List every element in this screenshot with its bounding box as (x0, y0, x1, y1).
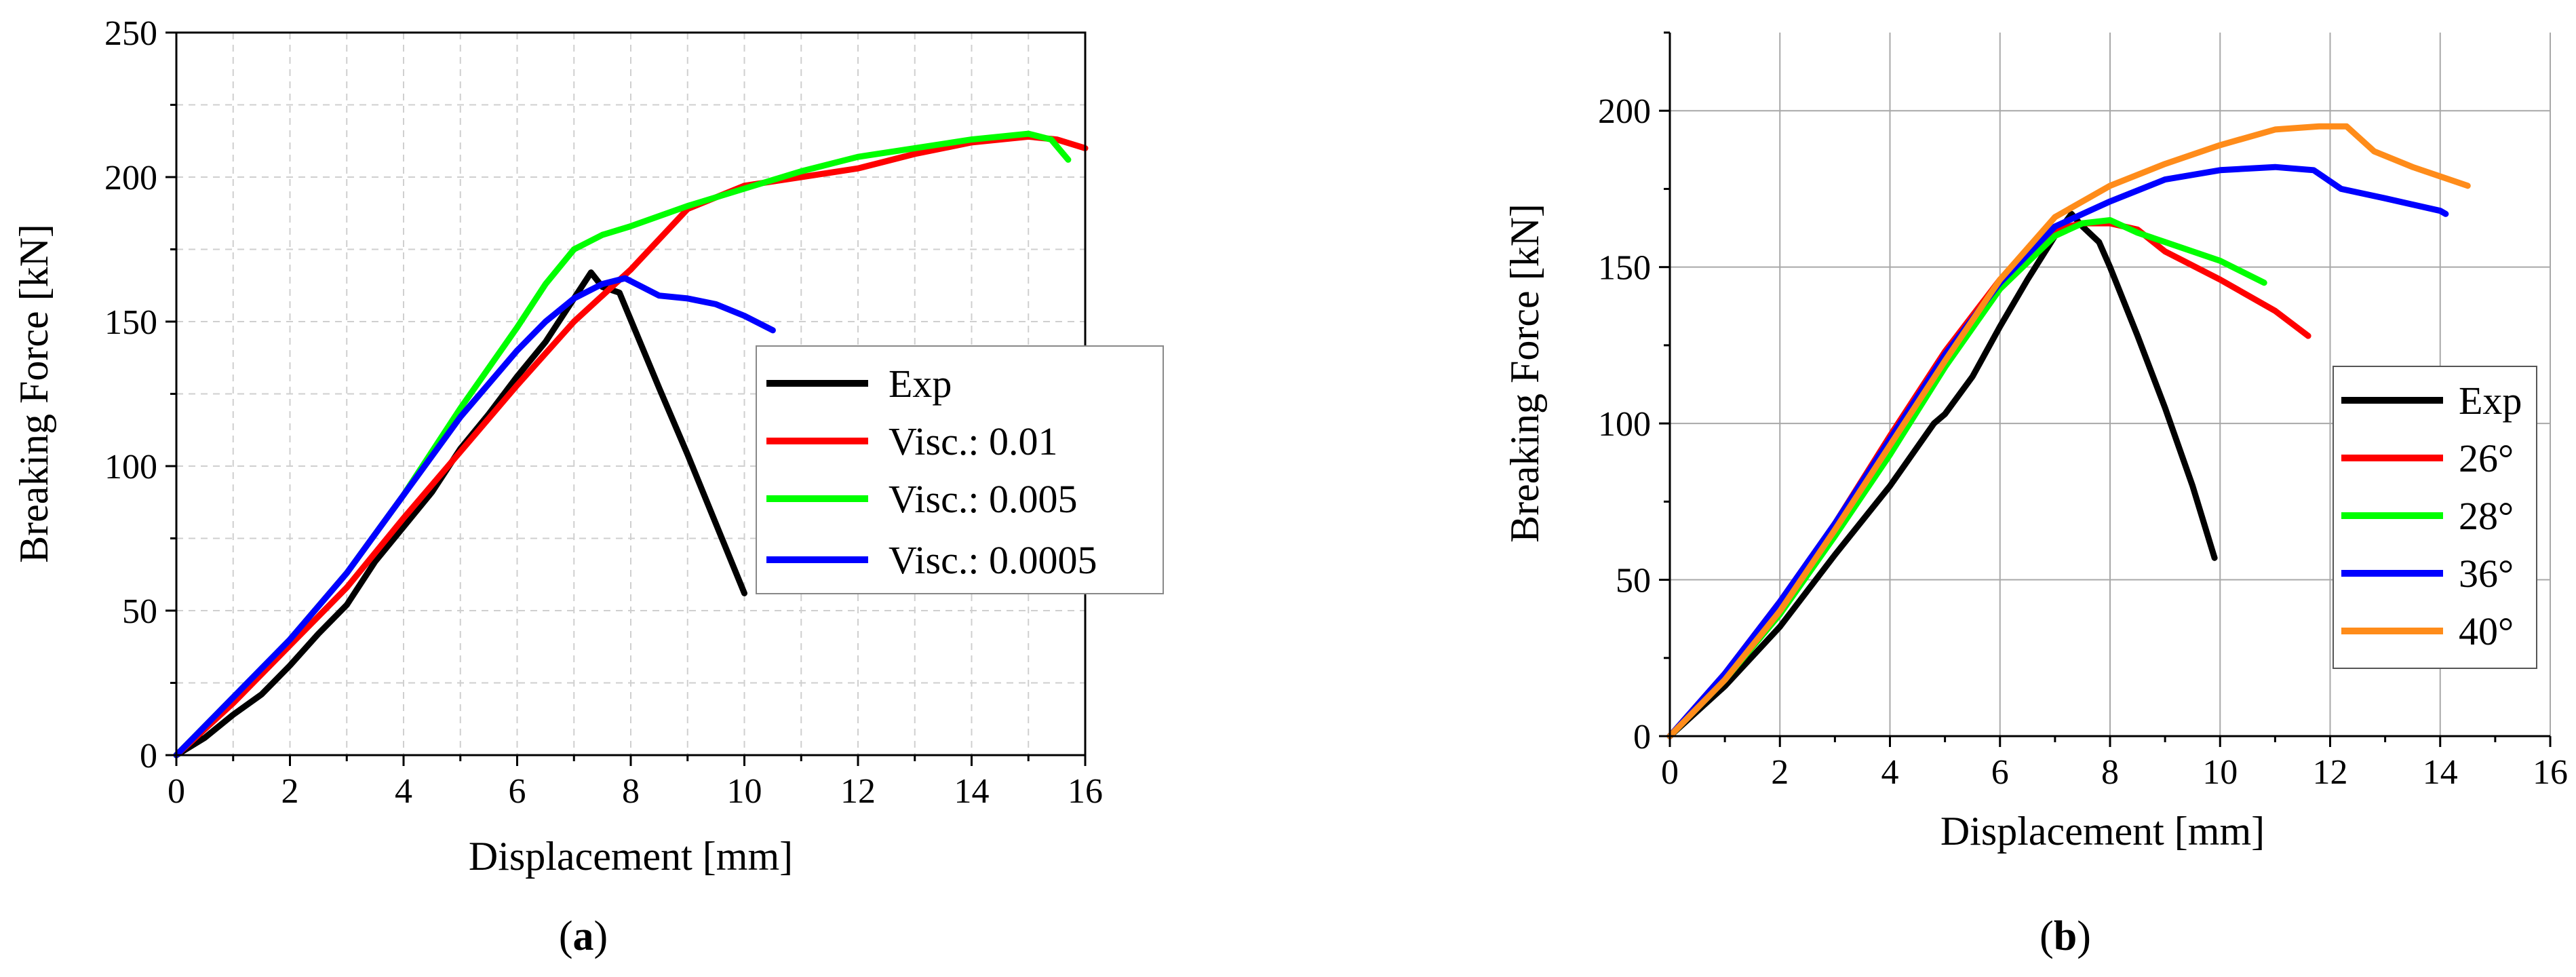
ticks-b: 0 2 4 6 8 10 12 14 16 0 50 100 150 200 (1598, 31, 2568, 792)
x-tick-label: 10 (727, 772, 762, 811)
y-tick-label: 0 (1633, 718, 1651, 756)
legend-item-a-visc-00005: Visc.: 0.0005 (766, 538, 1097, 582)
x-tick-label: 6 (1991, 753, 2009, 792)
y-tick-label: 200 (1598, 92, 1651, 131)
y-tick-label: 250 (104, 14, 157, 53)
x-tick-label: 2 (281, 772, 299, 811)
legend-label: Visc.: 0.0005 (889, 538, 1097, 582)
x-axis-title-a: Displacement [mm] (469, 834, 793, 879)
y-tick-label: 200 (104, 159, 157, 197)
x-axis-title-b: Displacement [mm] (1940, 809, 2265, 854)
x-tick-label: 4 (395, 772, 412, 811)
legend-item-b-36: 36° (2341, 552, 2514, 596)
x-tick-label: 0 (1661, 753, 1679, 792)
legend-item-b-26: 26° (2341, 436, 2514, 480)
legend-item-b-28: 28° (2341, 494, 2514, 538)
x-tick-label: 16 (2533, 753, 2568, 792)
chart-panel-a: 0 2 4 6 8 10 12 14 16 0 50 100 150 200 250 Displacemen… (12, 14, 1164, 959)
legend-item-a-exp: Exp (766, 362, 952, 406)
y-tick-label: 100 (1598, 405, 1651, 444)
x-tick-label: 8 (622, 772, 640, 811)
legend-label: Visc.: 0.005 (889, 477, 1077, 521)
legend-b: Exp 26° 28° 36° 40° (2333, 366, 2537, 669)
legend-label: Exp (889, 362, 952, 406)
series-line-exp (1666, 210, 2218, 740)
x-tick-label: 16 (1068, 772, 1103, 811)
legend-label: Visc.: 0.01 (889, 419, 1057, 463)
y-tick-label: 150 (104, 303, 157, 342)
caption-a: (a) (559, 913, 608, 959)
legend-label: 36° (2459, 552, 2514, 596)
x-tick-label: 12 (840, 772, 876, 811)
legend-label: 26° (2459, 436, 2514, 480)
series-line-28 (1666, 217, 2267, 740)
x-tick-label: 8 (2101, 753, 2119, 792)
legend-label: 40° (2459, 609, 2514, 653)
y-tick-label: 50 (122, 592, 157, 631)
x-tick-label: 2 (1771, 753, 1789, 792)
x-tick-label: 14 (954, 772, 990, 811)
legend-a: Exp Visc.: 0.01 Visc.: 0.005 Visc.: 0.00… (756, 345, 1164, 594)
series-group-b (1666, 123, 2471, 740)
legend-item-a-visc-0005: Visc.: 0.005 (766, 477, 1077, 521)
legend-item-b-exp: Exp (2341, 379, 2522, 423)
legend-item-a-visc-001: Visc.: 0.01 (766, 419, 1057, 463)
chart-panel-b: 0 2 4 6 8 10 12 14 16 0 50 100 150 200 Displacement [… (1502, 31, 2568, 959)
y-tick-label: 150 (1598, 249, 1651, 288)
x-tick-label: 10 (2202, 753, 2238, 792)
series-line-visc-0-0005 (173, 275, 776, 759)
x-tick-label: 14 (2423, 753, 2458, 792)
ticks-a: 0 2 4 6 8 10 12 14 16 0 50 100 150 200 250 (104, 14, 1103, 811)
series-line-40 (1666, 123, 2471, 740)
x-tick-label: 12 (2313, 753, 2348, 792)
series-line-36 (1666, 164, 2449, 740)
series-group-a (173, 130, 1089, 759)
y-axis-title-a: Breaking Force [kN] (12, 224, 56, 563)
legend-label: Exp (2459, 379, 2522, 423)
y-tick-label: 50 (1616, 562, 1651, 600)
legend-box-a (756, 345, 1164, 594)
x-tick-label: 6 (509, 772, 526, 811)
x-tick-label: 0 (168, 772, 185, 811)
legend-item-b-40: 40° (2341, 609, 2514, 653)
caption-b: (b) (2040, 913, 2091, 959)
legend-label: 28° (2459, 494, 2514, 538)
y-tick-label: 100 (104, 448, 157, 486)
x-tick-label: 4 (1881, 753, 1899, 792)
y-axis-title-b: Breaking Force [kN] (1502, 204, 1547, 543)
y-tick-label: 0 (140, 737, 157, 775)
